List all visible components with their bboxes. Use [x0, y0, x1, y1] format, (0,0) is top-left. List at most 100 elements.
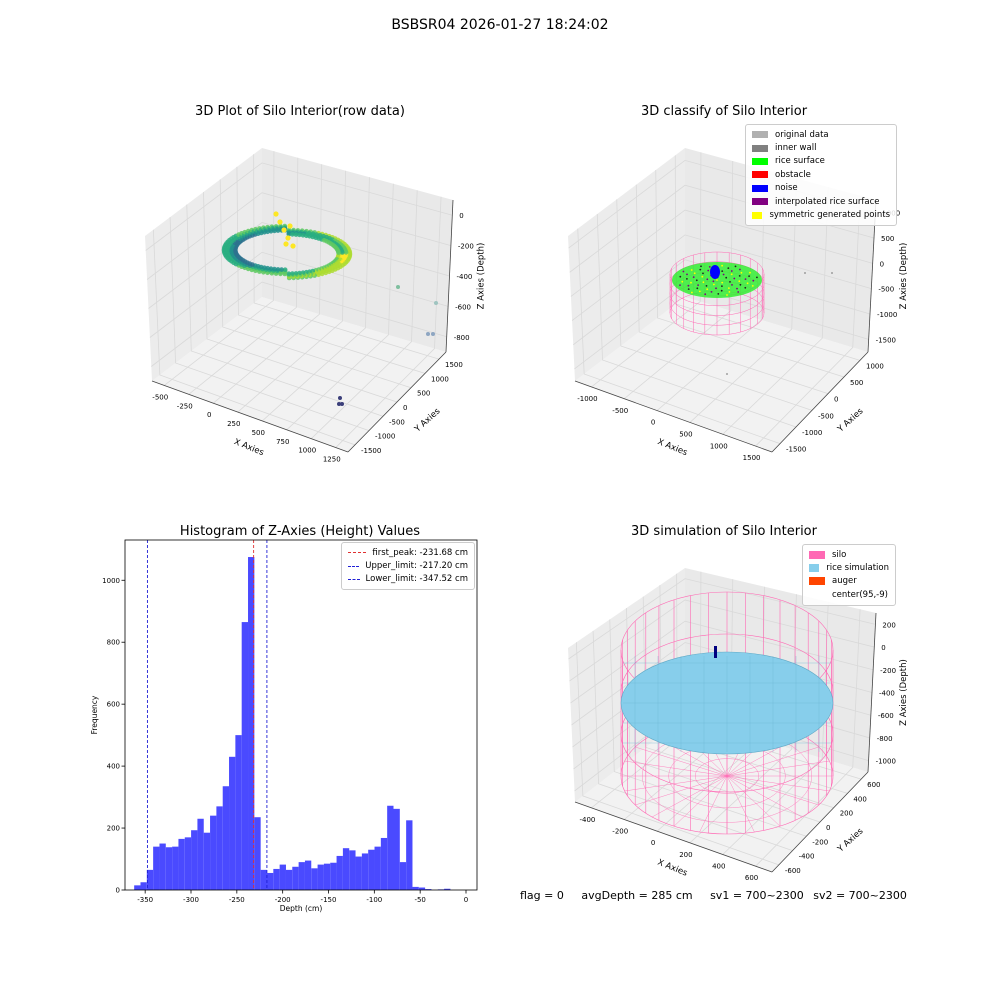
legend-entry: interpolated rice surface [752, 195, 890, 208]
histogram-bar [368, 849, 375, 890]
silo-floor-wire [635, 775, 728, 806]
x-gridline [188, 157, 299, 395]
x-tick-label: -100 [366, 896, 382, 904]
noise-points [710, 265, 720, 279]
symmetric-point [690, 269, 693, 271]
symmetric-point [692, 276, 695, 278]
z-gridline [570, 209, 873, 297]
symmetric-point [728, 291, 731, 293]
original-data-point [831, 272, 833, 274]
x-tick-label: 250 [227, 420, 240, 428]
y-gridline [596, 213, 797, 428]
x-axis-line [151, 380, 349, 453]
histogram-axes: -350 -300 -250 -200 -150 -100 -50 0 0 200 400 600 80… [90, 539, 478, 913]
legend-swatch [752, 198, 768, 206]
silo-floor-wire [699, 775, 728, 833]
z-axis-line [445, 199, 454, 353]
x-gridline [212, 164, 323, 404]
histogram-bar [197, 818, 204, 890]
floor-pane [575, 297, 868, 452]
x-tick-label: 200 [679, 851, 692, 859]
symmetric-point [720, 289, 723, 292]
symmetric-point [706, 278, 709, 281]
x-tick-label: 750 [276, 438, 289, 446]
symmetric-point [698, 290, 701, 293]
y-tick-label: 1000 [102, 577, 120, 585]
floor-pane [575, 717, 868, 872]
x-tick-label: 1250 [323, 456, 341, 464]
data-point [277, 219, 283, 225]
auger-marker [714, 646, 717, 658]
raw-plot-title: 3D Plot of Silo Interior(row data) [195, 104, 405, 119]
legend-entry: obstacle [752, 168, 890, 181]
symmetric-point [730, 270, 733, 272]
x-tick-label: 500 [252, 429, 265, 437]
z-tick-label: 0 [459, 212, 463, 220]
x-tick-label: -200 [612, 828, 628, 836]
legend-swatch [752, 157, 768, 165]
simulation-3d-axes: -400-2000200400600-600-400-2000200400600… [568, 568, 909, 882]
legend-swatch [809, 564, 820, 573]
symmetric-point [707, 269, 710, 272]
symmetric-point [738, 280, 741, 283]
z-gridline [570, 620, 874, 704]
z-axis-label: Z Axies (Depth) [899, 243, 909, 310]
x-gridline [310, 190, 418, 439]
x-gridline [755, 195, 861, 447]
x-tick-label: 600 [745, 874, 758, 882]
symmetric-point [706, 288, 709, 291]
symmetric-point [679, 284, 681, 286]
figure-title: BSBSR04 2026-01-27 18:24:02 [391, 17, 609, 33]
legend-line [348, 552, 367, 554]
silo-floor-wire [673, 775, 728, 827]
z-gridline [146, 192, 452, 280]
histogram-bar [266, 872, 274, 890]
silo-floor-wire [726, 775, 819, 806]
histogram-bar [273, 868, 280, 890]
histogram-bar [146, 869, 154, 890]
y-gridline [577, 228, 781, 445]
x-axis-label: Depth (cm) [280, 904, 323, 913]
z-tick-label: -200 [880, 667, 896, 675]
legend-entry: rice simulation [809, 561, 889, 574]
z-gridline [568, 578, 876, 660]
legend-swatch [752, 184, 768, 192]
symmetric-point [712, 280, 715, 283]
legend-label: symmetric generated points [769, 210, 890, 221]
classify-plot-title: 3D classify of Silo Interior [640, 104, 808, 119]
sv1-value: sv1 = 700~2300 [710, 889, 804, 902]
x-gridline [755, 609, 861, 867]
z-gridline [571, 234, 872, 321]
z-tick-label: -400 [457, 273, 473, 281]
x-tick-label: 1500 [743, 454, 761, 462]
y-tick-label: 1000 [866, 362, 884, 370]
symmetric-point [710, 291, 713, 293]
legend-entry: first_peak: -231.68 cm [348, 546, 468, 559]
z-gridline [151, 281, 447, 367]
data-point [282, 267, 288, 273]
y-gridline [592, 630, 793, 851]
x-gridline [591, 152, 702, 388]
y-gridline [655, 169, 845, 378]
histogram-bar [380, 837, 388, 890]
silo-floor-wire [635, 746, 728, 777]
histogram-bar [418, 887, 426, 890]
z-gridline [573, 259, 871, 346]
x-gridline [164, 151, 275, 386]
symmetric-point [681, 280, 684, 283]
symmetric-point [739, 268, 741, 271]
plot-frame [124, 539, 478, 891]
histogram-bar [406, 820, 413, 890]
x-tick-label: 1000 [298, 447, 316, 455]
z-axis-label: Z Axies (Depth) [899, 659, 909, 726]
x-axis-label: X Axies [656, 437, 689, 458]
symmetric-point [726, 294, 728, 296]
legend-label: silo [832, 549, 847, 560]
legend-entry: rice surface [752, 155, 890, 168]
y-tick-label: 0 [826, 824, 830, 832]
data-point [285, 235, 291, 241]
histogram-title: Histogram of Z-Axies (Height) Values [179, 524, 421, 539]
histogram-bar [425, 889, 432, 890]
x-tick-label: -150 [321, 896, 337, 904]
data-point [286, 271, 292, 277]
